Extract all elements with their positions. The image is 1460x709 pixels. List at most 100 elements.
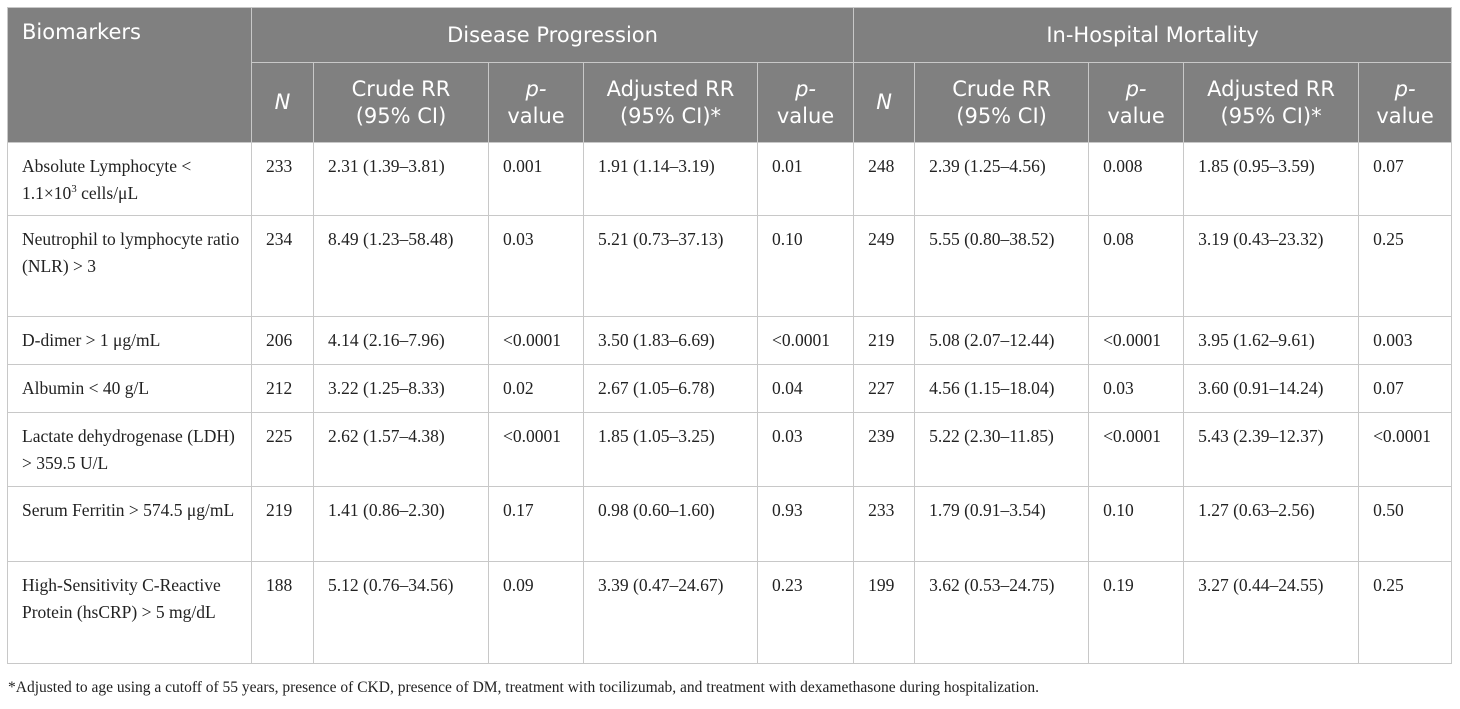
ihm-adj-p-value-header-line2: value — [1376, 103, 1434, 128]
ihm-n-cell: 249 — [853, 215, 916, 317]
dp-crude-rr-cell: 3.22 (1.25–8.33) — [313, 364, 489, 413]
dp-adjusted-rr-header-line1: Adjusted RR — [606, 76, 735, 101]
dp-p-value-header-line2: value — [507, 103, 565, 128]
ihm-crude-rr-cell: 3.62 (0.53–24.75) — [914, 561, 1090, 664]
ihm-n-cell: 227 — [853, 364, 916, 413]
dp-n-cell: 233 — [251, 142, 314, 216]
ihm-n-cell: 248 — [853, 142, 916, 216]
dp-n-header: N — [251, 62, 314, 143]
dp-p-value-header-line1: p- — [525, 76, 547, 101]
dp-p-value-cell: 0.03 — [488, 215, 584, 317]
dp-crude-rr-cell: 1.41 (0.86–2.30) — [313, 486, 489, 562]
table-row: Serum Ferritin > 574.5 μg/mL 219 1.41 (0… — [7, 486, 1453, 562]
ihm-crude-rr-cell: 2.39 (1.25–4.56) — [914, 142, 1090, 216]
ihm-adjusted-rr-cell: 1.27 (0.63–2.56) — [1183, 486, 1360, 562]
dp-n-cell: 219 — [251, 486, 314, 562]
table-row: D-dimer > 1 μg/mL 206 4.14 (2.16–7.96) <… — [7, 316, 1453, 365]
dp-adjusted-rr-header: Adjusted RR (95% CI)* — [583, 62, 758, 143]
row-label: D-dimer > 1 μg/mL — [7, 316, 252, 365]
biomarker-table-container: Biomarkers Disease Progression In-Hospit… — [7, 7, 1453, 664]
ihm-adj-p-value-cell: <0.0001 — [1358, 412, 1453, 487]
ihm-p-value-cell: 0.008 — [1088, 142, 1185, 216]
ihm-n-header: N — [853, 62, 916, 143]
dp-p-value-cell: 0.001 — [488, 142, 584, 216]
table-row: Neutrophil to lymphocyte ratio (NLR) > 3… — [7, 215, 1453, 317]
ihm-p-value-header-line2: value — [1107, 103, 1165, 128]
ihm-p-value-cell: 0.19 — [1088, 561, 1185, 664]
row-label: Serum Ferritin > 574.5 μg/mL — [7, 486, 252, 562]
ihm-p-value-cell: <0.0001 — [1088, 316, 1185, 365]
table-row: Absolute Lymphocyte < 1.1×103 cells/μL 2… — [7, 142, 1453, 216]
dp-n-cell: 188 — [251, 561, 314, 664]
ihm-adj-p-value-header-line1: p- — [1394, 76, 1416, 101]
ihm-adj-p-value-cell: 0.25 — [1358, 215, 1453, 317]
ihm-p-value-header: p-value — [1088, 62, 1185, 143]
row-label-text: Absolute Lymphocyte < 1.1×10 — [22, 156, 192, 203]
dp-adj-p-value-cell: 0.04 — [756, 364, 855, 413]
ihm-p-value-cell: <0.0001 — [1088, 412, 1185, 487]
dp-p-value-cell: <0.0001 — [488, 316, 584, 365]
dp-adjusted-rr-cell: 0.98 (0.60–1.60) — [583, 486, 758, 562]
ihm-adjusted-rr-cell: 3.60 (0.91–14.24) — [1183, 364, 1360, 413]
ihm-adjusted-rr-cell: 3.95 (1.62–9.61) — [1183, 316, 1360, 365]
table-header: Biomarkers Disease Progression In-Hospit… — [7, 7, 1453, 143]
dp-adj-p-value-header-line1: p- — [795, 76, 816, 101]
dp-p-value-cell: 0.17 — [488, 486, 584, 562]
ihm-n-cell: 233 — [853, 486, 916, 562]
row-label: Albumin < 40 g/L — [7, 364, 252, 413]
dp-adjusted-rr-cell: 3.39 (0.47–24.67) — [583, 561, 758, 664]
ihm-crude-rr-header-line2: (95% CI) — [956, 103, 1047, 128]
table-row: Albumin < 40 g/L 212 3.22 (1.25–8.33) 0.… — [7, 364, 1453, 413]
dp-p-value-cell: <0.0001 — [488, 412, 584, 487]
ihm-adj-p-value-header: p-value — [1358, 62, 1453, 143]
dp-crude-rr-cell: 4.14 (2.16–7.96) — [313, 316, 489, 365]
dp-adj-p-value-cell: 0.93 — [756, 486, 855, 562]
ihm-adjusted-rr-header-line1: Adjusted RR — [1207, 76, 1335, 101]
ihm-adjusted-rr-header: Adjusted RR (95% CI)* — [1183, 62, 1360, 143]
ihm-p-value-cell: 0.08 — [1088, 215, 1185, 317]
dp-n-cell: 234 — [251, 215, 314, 317]
table-row: High-Sensitivity C-Reactive Protein (hsC… — [7, 561, 1453, 664]
dp-adjusted-rr-cell: 1.85 (1.05–3.25) — [583, 412, 758, 487]
ihm-p-value-cell: 0.10 — [1088, 486, 1185, 562]
dp-crude-rr-cell: 5.12 (0.76–34.56) — [313, 561, 489, 664]
dp-crude-rr-cell: 8.49 (1.23–58.48) — [313, 215, 489, 317]
dp-p-value-cell: 0.02 — [488, 364, 584, 413]
ihm-adj-p-value-cell: 0.50 — [1358, 486, 1453, 562]
ihm-adjusted-rr-header-line2: (95% CI)* — [1220, 103, 1322, 128]
ihm-crude-rr-cell: 5.55 (0.80–38.52) — [914, 215, 1090, 317]
dp-p-value-header: p-value — [488, 62, 584, 143]
row-label: High-Sensitivity C-Reactive Protein (hsC… — [7, 561, 252, 664]
ihm-crude-rr-cell: 5.22 (2.30–11.85) — [914, 412, 1090, 487]
dp-adjusted-rr-cell: 5.21 (0.73–37.13) — [583, 215, 758, 317]
dp-crude-rr-header: Crude RR (95% CI) — [313, 62, 489, 143]
row-label-unit: cells/μL — [76, 183, 139, 203]
dp-p-value-cell: 0.09 — [488, 561, 584, 664]
dp-adj-p-value-cell: 0.10 — [756, 215, 855, 317]
ihm-adj-p-value-cell: 0.07 — [1358, 364, 1453, 413]
ihm-adj-p-value-cell: 0.25 — [1358, 561, 1453, 664]
dp-crude-rr-header-line1: Crude RR — [351, 76, 451, 101]
dp-adj-p-value-cell: <0.0001 — [756, 316, 855, 365]
ihm-adj-p-value-cell: 0.003 — [1358, 316, 1453, 365]
dp-adj-p-value-cell: 0.01 — [756, 142, 855, 216]
dp-n-cell: 225 — [251, 412, 314, 487]
table-footnote: *Adjusted to age using a cutoff of 55 ye… — [8, 679, 1040, 696]
dp-adj-p-value-header-line2: value — [776, 103, 835, 128]
ihm-crude-rr-header: Crude RR (95% CI) — [914, 62, 1090, 143]
biomarkers-header: Biomarkers — [7, 7, 252, 143]
ihm-adjusted-rr-cell: 3.27 (0.44–24.55) — [1183, 561, 1360, 664]
disease-progression-header: Disease Progression — [250, 7, 855, 63]
ihm-n-cell: 219 — [853, 316, 916, 365]
dp-adjusted-rr-cell: 2.67 (1.05–6.78) — [583, 364, 758, 413]
dp-crude-rr-cell: 2.31 (1.39–3.81) — [313, 142, 489, 216]
ihm-adjusted-rr-cell: 5.43 (2.39–12.37) — [1183, 412, 1360, 487]
ihm-adjusted-rr-cell: 3.19 (0.43–23.32) — [1183, 215, 1360, 317]
dp-crude-rr-cell: 2.62 (1.57–4.38) — [313, 412, 489, 487]
row-label: Neutrophil to lymphocyte ratio (NLR) > 3 — [7, 215, 252, 317]
dp-n-cell: 212 — [251, 364, 314, 413]
dp-adj-p-value-header: p-value — [756, 62, 855, 143]
ihm-crude-rr-cell: 4.56 (1.15–18.04) — [914, 364, 1090, 413]
ihm-n-cell: 239 — [853, 412, 916, 487]
ihm-p-value-header-line1: p- — [1125, 76, 1147, 101]
